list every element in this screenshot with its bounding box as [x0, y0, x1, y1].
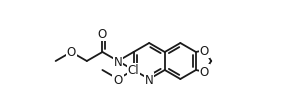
Text: O: O: [200, 44, 209, 57]
Text: O: O: [98, 28, 107, 41]
Text: O: O: [200, 66, 209, 79]
Text: O: O: [113, 73, 123, 86]
Text: N: N: [114, 55, 123, 68]
Text: N: N: [145, 73, 154, 86]
Text: Cl: Cl: [128, 64, 140, 77]
Text: O: O: [67, 46, 76, 59]
